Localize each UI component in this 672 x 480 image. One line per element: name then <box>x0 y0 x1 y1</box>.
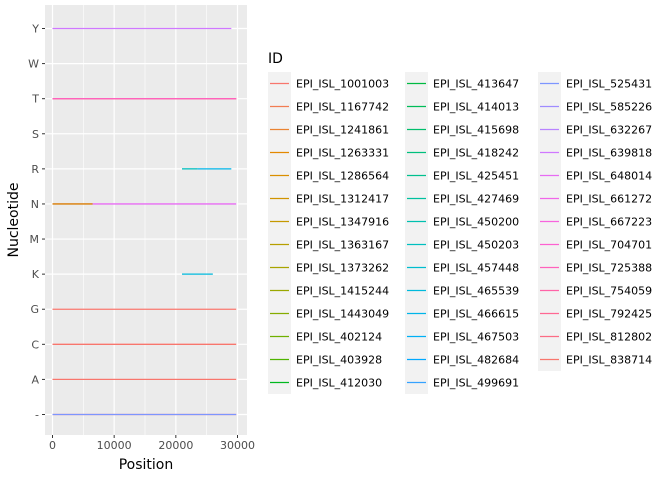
legend-label: EPI_ISL_482684 <box>433 354 519 367</box>
legend-label: EPI_ISL_450203 <box>433 239 519 252</box>
legend-label: EPI_ISL_1415244 <box>296 285 389 298</box>
x-tick-label: 10000 <box>97 439 132 452</box>
y-tick-label: A <box>31 373 39 386</box>
legend-label: EPI_ISL_632267 <box>566 124 652 137</box>
legend-label: EPI_ISL_450200 <box>433 216 519 229</box>
legend-label: EPI_ISL_403928 <box>296 354 382 367</box>
legend-label: EPI_ISL_418242 <box>433 147 519 160</box>
y-tick-label: N <box>31 198 39 211</box>
legend-label: EPI_ISL_1373262 <box>296 262 389 275</box>
legend-label: EPI_ISL_1286564 <box>296 170 389 183</box>
legend-label: EPI_ISL_467503 <box>433 331 519 344</box>
legend-label: EPI_ISL_412030 <box>296 377 382 390</box>
x-axis: 0 10000 20000 30000 <box>49 435 255 452</box>
y-axis-title: Nucleotide <box>6 183 22 258</box>
y-tick-label: - <box>35 409 39 422</box>
legend-label: EPI_ISL_425451 <box>433 170 519 183</box>
legend-label: EPI_ISL_414013 <box>433 101 519 114</box>
legend-label: EPI_ISL_648014 <box>566 170 652 183</box>
y-tick-label: G <box>30 303 39 316</box>
x-tick-label: 30000 <box>220 439 255 452</box>
minor-gridlines <box>83 5 207 435</box>
plot-panel <box>45 5 247 435</box>
y-tick-label: K <box>32 268 40 281</box>
legend-label: EPI_ISL_1347916 <box>296 216 389 229</box>
legend-label: EPI_ISL_525431 <box>566 78 652 91</box>
legend-label: EPI_ISL_1363167 <box>296 239 389 252</box>
legend-label: EPI_ISL_415698 <box>433 124 519 137</box>
legend-label: EPI_ISL_667223 <box>566 216 652 229</box>
legend-label: EPI_ISL_792425 <box>566 308 652 321</box>
y-tick-label: T <box>31 93 39 106</box>
legend-label: EPI_ISL_402124 <box>296 331 382 344</box>
y-tick-label: M <box>30 233 40 246</box>
legend-label: EPI_ISL_639818 <box>566 147 652 160</box>
y-tick-label: W <box>28 58 39 71</box>
legend-label: EPI_ISL_427469 <box>433 193 519 206</box>
legend-label: EPI_ISL_413647 <box>433 78 519 91</box>
legend-label: EPI_ISL_585226 <box>566 101 652 114</box>
legend-label: EPI_ISL_661272 <box>566 193 652 206</box>
legend-label: EPI_ISL_704701 <box>566 239 652 252</box>
x-tick-label: 20000 <box>158 439 193 452</box>
y-tick-label: S <box>32 128 39 141</box>
legend-label: EPI_ISL_466615 <box>433 308 519 321</box>
y-axis: - A C G K M N R S T W Y <box>28 23 45 422</box>
legend-label: EPI_ISL_838714 <box>566 354 652 367</box>
legend-label: EPI_ISL_725388 <box>566 262 652 275</box>
legend-label: EPI_ISL_457448 <box>433 262 519 275</box>
legend-label: EPI_ISL_465539 <box>433 285 519 298</box>
y-tick-label: C <box>31 338 39 351</box>
legend-label: EPI_ISL_1263331 <box>296 147 389 160</box>
y-tick-label: R <box>31 163 39 176</box>
y-tick-label: Y <box>31 23 39 36</box>
legend-label: EPI_ISL_1241861 <box>296 124 389 137</box>
x-tick-label: 0 <box>49 439 56 452</box>
legend-label: EPI_ISL_1001003 <box>296 78 389 91</box>
data-segments <box>52 27 237 416</box>
legend-label: EPI_ISL_1312417 <box>296 193 389 206</box>
x-axis-title: Position <box>119 457 174 473</box>
legend: ID EPI_ISL_1001003 EPI_ISL_1167742 EPI_ISL… <box>268 51 652 394</box>
legend-title: ID <box>268 51 283 67</box>
legend-label: EPI_ISL_499691 <box>433 377 519 390</box>
legend-label: EPI_ISL_812802 <box>566 331 652 344</box>
legend-label: EPI_ISL_1167742 <box>296 101 389 114</box>
legend-label: EPI_ISL_1443049 <box>296 308 389 321</box>
legend-label: EPI_ISL_754059 <box>566 285 652 298</box>
